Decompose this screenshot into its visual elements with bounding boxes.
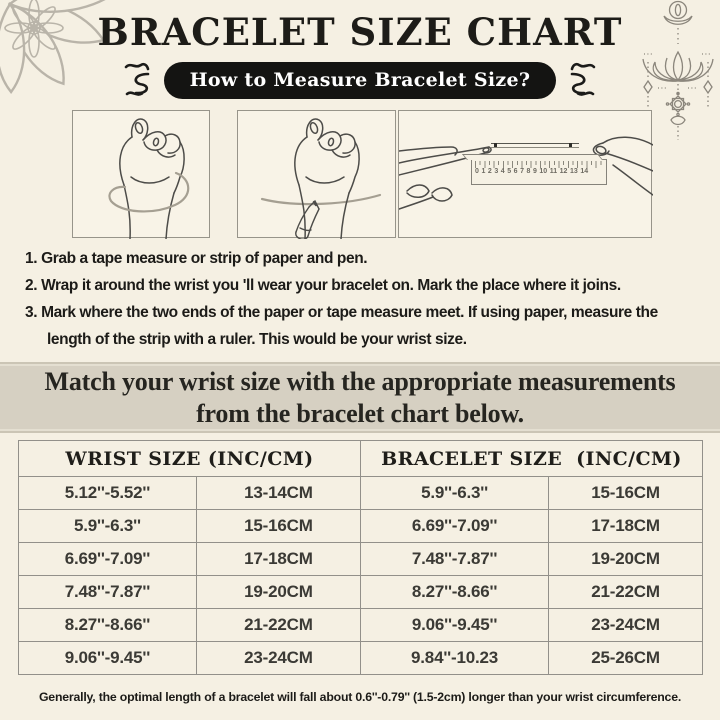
size-cell: 19-20CM <box>548 542 703 576</box>
right-flourish-icon <box>571 62 596 96</box>
size-cell: 23-24CM <box>548 608 703 642</box>
size-cell: 9.84''-10.23 <box>359 641 550 675</box>
table-row: 9.06''-9.45'' 23-24CM 9.84''-10.23 25-26… <box>18 641 703 675</box>
size-cell: 21-22CM <box>195 608 361 642</box>
subtitle-row: How to Measure Bracelet Size? <box>0 60 720 100</box>
size-cell: 23-24CM <box>195 641 361 675</box>
table-row: 5.12''-5.52'' 13-14CM 5.9''-6.3'' 15-16C… <box>18 476 703 510</box>
size-cell: 8.27''-8.66'' <box>18 608 197 642</box>
size-cell: 17-18CM <box>195 542 361 576</box>
pen-mark <box>494 143 497 147</box>
size-cell: 9.06''-9.45'' <box>359 608 550 642</box>
size-cell: 17-18CM <box>548 509 703 543</box>
page-title: BRACELET SIZE CHART <box>97 10 623 54</box>
table-row: 6.69''-7.09'' 17-18CM 7.48''-7.87'' 19-2… <box>18 542 703 576</box>
instruction-step-1: 1. Grab a tape measure or strip of paper… <box>25 245 697 272</box>
subtitle-badge: How to Measure Bracelet Size? <box>163 61 557 99</box>
left-flourish-icon <box>124 62 149 96</box>
size-cell: 7.48''-7.87'' <box>359 542 550 576</box>
size-cell: 13-14CM <box>195 476 361 510</box>
ruler-numbers: 0 1 2 3 4 5 6 7 8 9 10 11 12 13 14 <box>475 168 589 175</box>
step-number: 1. <box>25 250 38 267</box>
illustration-fist-with-pen <box>237 110 396 239</box>
wrist-size-header: WRIST SIZE (INC/CM) <box>18 440 361 477</box>
banner-line-2: from the bracelet chart below. <box>196 398 524 428</box>
banner-line-1: Match your wrist size with the appropria… <box>44 366 676 396</box>
instructions-list: 1. Grab a tape measure or strip of paper… <box>25 245 697 353</box>
size-cell: 8.27''-8.66'' <box>359 575 550 609</box>
size-cell: 25-26CM <box>548 641 703 675</box>
step-text: Wrap it around the wrist you 'll wear yo… <box>41 277 621 294</box>
match-banner: Match your wrist size with the appropria… <box>0 362 720 433</box>
size-cell: 9.06''-9.45'' <box>18 641 197 675</box>
size-cell: 19-20CM <box>195 575 361 609</box>
illustration-ruler-measure: 0 1 2 3 4 5 6 7 8 9 10 11 12 13 14 <box>398 110 653 238</box>
step-number: 2. <box>25 277 38 294</box>
size-chart-table: WRIST SIZE (INC/CM) BRACELET SIZE (INC/C… <box>18 440 704 675</box>
pen-mark <box>569 143 572 147</box>
table-row: 8.27''-8.66'' 21-22CM 9.06''-9.45'' 23-2… <box>18 608 703 642</box>
instruction-step-2: 2. Wrap it around the wrist you 'll wear… <box>25 272 697 299</box>
bracelet-size-header: BRACELET SIZE (INC/CM) <box>359 440 704 477</box>
size-cell: 15-16CM <box>548 476 703 510</box>
step-number: 3. <box>25 304 38 321</box>
table-row: 7.48''-7.87'' 19-20CM 8.27''-8.66'' 21-2… <box>18 575 703 609</box>
size-cell: 6.69''-7.09'' <box>18 542 197 576</box>
size-cell: 15-16CM <box>195 509 361 543</box>
instruction-step-3: 3. Mark where the two ends of the paper … <box>25 299 697 353</box>
size-cell: 5.9''-6.3'' <box>18 509 197 543</box>
size-cell: 21-22CM <box>548 575 703 609</box>
footer-note: Generally, the optimal length of a brace… <box>38 690 682 704</box>
paper-strip <box>491 143 579 148</box>
table-row: 5.9''-6.3'' 15-16CM 6.69''-7.09'' 17-18C… <box>18 509 703 543</box>
step-text: Mark where the two ends of the paper or … <box>41 304 658 348</box>
illustration-fist-with-tape <box>72 110 210 239</box>
ruler-minor-ticks <box>475 161 603 165</box>
size-cell: 5.12''-5.52'' <box>18 476 197 510</box>
size-cell: 5.9''-6.3'' <box>359 476 550 510</box>
ruler: 0 1 2 3 4 5 6 7 8 9 10 11 12 13 14 <box>461 154 607 185</box>
size-cell: 7.48''-7.87'' <box>18 575 197 609</box>
table-header-row: WRIST SIZE (INC/CM) BRACELET SIZE (INC/C… <box>18 440 704 477</box>
step-text: Grab a tape measure or strip of paper an… <box>41 250 368 267</box>
ruler-top-face <box>461 154 603 160</box>
size-cell: 6.69''-7.09'' <box>359 509 550 543</box>
